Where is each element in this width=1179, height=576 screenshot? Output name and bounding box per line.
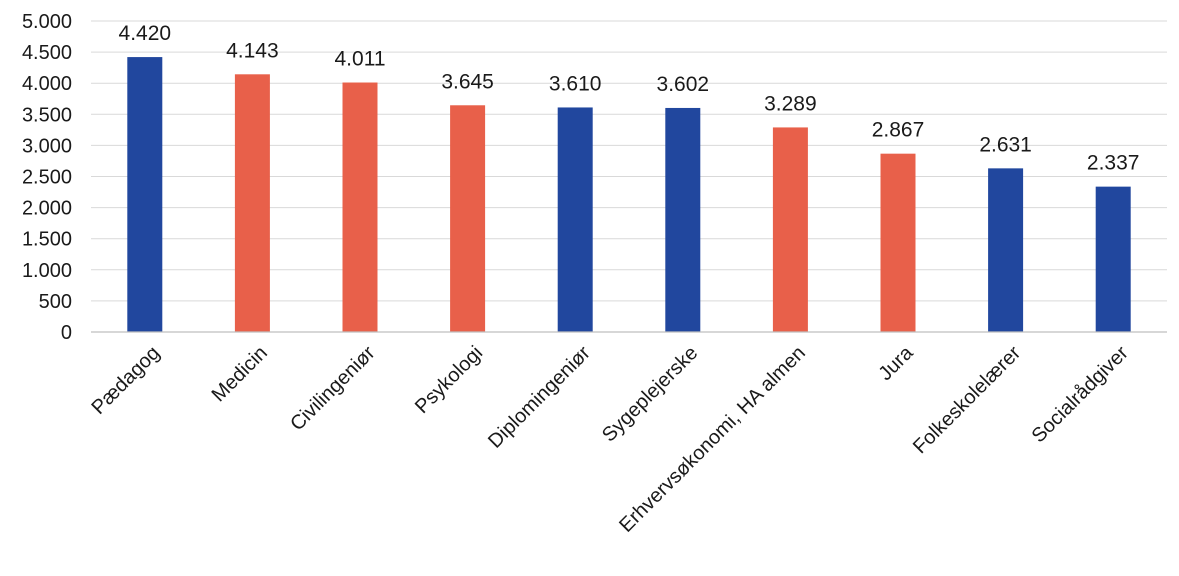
y-tick-label: 2.500	[22, 167, 72, 189]
data-label: 3.610	[549, 72, 602, 95]
y-tick-label: 4.000	[22, 73, 72, 95]
category-label: Jura	[874, 341, 918, 385]
y-tick-label: 2.000	[22, 198, 72, 220]
category-label: Folkeskolelærer	[909, 342, 1025, 458]
bar	[342, 82, 378, 332]
category-label: Civilingeniør	[286, 342, 380, 436]
data-labels-group: 4.420 4.143 4.011 3.645 3.610 3.602 3.289 2.867…	[119, 22, 1140, 175]
category-label: Pædagog	[87, 342, 164, 419]
data-label: 2.631	[979, 133, 1032, 156]
y-tick-label: 0	[61, 322, 72, 344]
y-tick-label: 3.500	[22, 104, 72, 126]
data-label: 4.420	[119, 22, 172, 45]
y-tick-label: 500	[39, 291, 72, 313]
category-label: Socialrådgiver	[1028, 342, 1133, 447]
bar	[665, 107, 701, 332]
y-tick-label: 4.500	[22, 42, 72, 64]
y-axis-tick-labels: 0 500 1.000 1.500 2.000 2.500 3.000 3.500 4.000 4…	[22, 11, 72, 344]
y-tick-label: 1.000	[22, 260, 72, 282]
category-label: Medicin	[208, 342, 272, 406]
bar	[988, 168, 1024, 332]
category-label: Diplomingeniør	[484, 342, 595, 453]
bar	[880, 153, 916, 332]
data-label: 2.867	[872, 119, 925, 142]
bar	[450, 105, 486, 332]
bar	[234, 74, 270, 333]
bar	[127, 57, 163, 333]
bar	[1095, 186, 1131, 332]
x-axis-category-labels: Pædagog Medicin Civilingeniør PsykologiDipl…	[87, 341, 1133, 536]
category-label: Sygeplejerske	[598, 342, 702, 446]
category-label: Erhvervsøkonomi, HA almen	[615, 342, 810, 537]
data-label: 4.143	[226, 39, 279, 62]
data-label: 3.602	[657, 73, 710, 96]
bar	[557, 107, 593, 332]
bars-group	[127, 57, 1131, 333]
gridlines	[91, 20, 1167, 302]
data-label: 2.337	[1087, 152, 1140, 175]
y-tick-label: 5.000	[22, 11, 72, 33]
data-label: 3.645	[441, 70, 494, 93]
bar	[772, 127, 808, 333]
y-tick-label: 1.500	[22, 229, 72, 251]
category-label: Psykologi	[411, 342, 487, 418]
data-label: 3.289	[764, 92, 817, 115]
data-label: 4.011	[335, 48, 386, 71]
y-tick-label: 3.000	[22, 135, 72, 157]
